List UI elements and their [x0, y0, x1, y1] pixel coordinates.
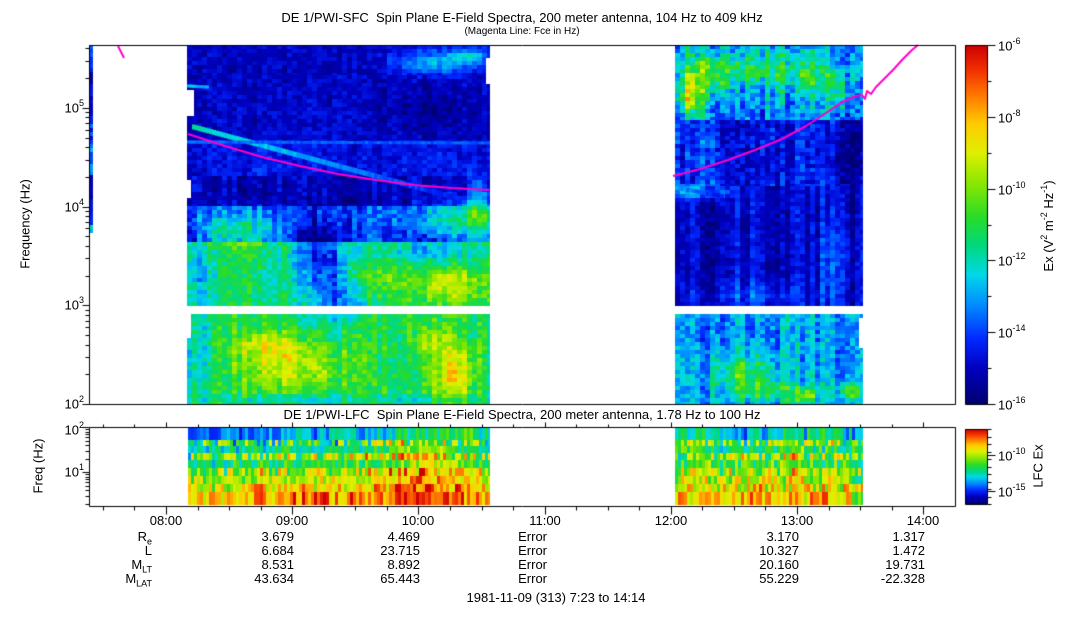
table-row-label: MLAT	[125, 571, 152, 589]
table-cell-value: Error	[518, 557, 547, 572]
date-range-footer: 1981-11-09 (313) 7:23 to 14:14	[466, 590, 646, 605]
sfc-colorbar-label: Ex (V2 m-2 Hz-1)	[1038, 180, 1057, 272]
table-cell-value: 65.443	[380, 571, 420, 586]
sfc-colorbar-tick-label: 10-12	[998, 251, 1026, 269]
table-cell-value: 8.531	[261, 557, 294, 572]
table-cell-value: 3.170	[766, 529, 799, 544]
table-cell-value: 8.892	[387, 557, 420, 572]
sfc-y-tick-label: 105	[64, 98, 84, 116]
lfc-colorbar-tick-label: 10-10	[998, 446, 1026, 464]
sfc-y-tick-label: 102	[64, 394, 84, 412]
sfc-colorbar-tick-label: 10-16	[998, 395, 1026, 413]
sfc-colorbar-tick-label: 10-14	[998, 323, 1026, 341]
table-cell-value: 1.317	[892, 529, 925, 544]
time-axis-tick-label: 09:00	[275, 513, 309, 528]
sfc-y-tick-label: 104	[64, 197, 84, 215]
table-cell-value: Error	[518, 571, 547, 586]
sfc-colorbar-tick-label: 10-6	[998, 36, 1021, 54]
lfc-panel-title: DE 1/PWI-LFC Spin Plane E-Field Spectra,…	[273, 407, 771, 422]
table-row-label: MLT	[131, 557, 152, 575]
time-axis-tick-label: 12:00	[654, 513, 688, 528]
sfc-y-axis-label: Frequency (Hz)	[17, 179, 33, 269]
table-cell-value: 6.684	[261, 543, 294, 558]
table-cell-value: 3.679	[261, 529, 294, 544]
lfc-colorbar-label: LFC Ex	[1030, 444, 1046, 488]
time-axis-tick-label: 11:00	[529, 513, 561, 528]
sfc-colorbar-tick-label: 10-8	[998, 108, 1021, 126]
table-cell-value: 10.327	[759, 543, 799, 558]
lfc-y-tick-label: 101	[64, 462, 84, 480]
sfc-y-tick-label: 103	[64, 295, 84, 313]
table-row-label: L	[144, 543, 152, 558]
table-cell-value: 23.715	[380, 543, 420, 558]
table-cell-value: 19.731	[885, 557, 925, 572]
table-cell-value: 55.229	[759, 571, 799, 586]
table-cell-value: 4.469	[387, 529, 420, 544]
table-cell-value: 1.472	[892, 543, 925, 558]
table-cell-value: 43.634	[254, 571, 294, 586]
table-cell-value: Error	[518, 529, 547, 544]
table-cell-value: 20.160	[759, 557, 799, 572]
time-axis-tick-label: 10:00	[401, 513, 435, 528]
table-cell-value: Error	[518, 543, 547, 558]
time-axis-tick-label: 13:00	[780, 513, 814, 528]
table-cell-value: -22.328	[880, 571, 925, 586]
sfc-colorbar-tick-label: 10-10	[998, 180, 1026, 198]
lfc-y-tick-label: 102	[64, 420, 84, 438]
table-row-label: Re	[137, 529, 152, 547]
lfc-colorbar-tick-label: 10-15	[998, 482, 1026, 500]
time-axis-tick-label: 08:00	[149, 513, 183, 528]
time-axis-tick-label: 14:00	[906, 513, 940, 528]
sfc-panel-title: DE 1/PWI-SFC Spin Plane E-Field Spectra,…	[281, 10, 763, 25]
sfc-panel-subtitle: (Magenta Line: Fce in Hz)	[464, 26, 580, 37]
